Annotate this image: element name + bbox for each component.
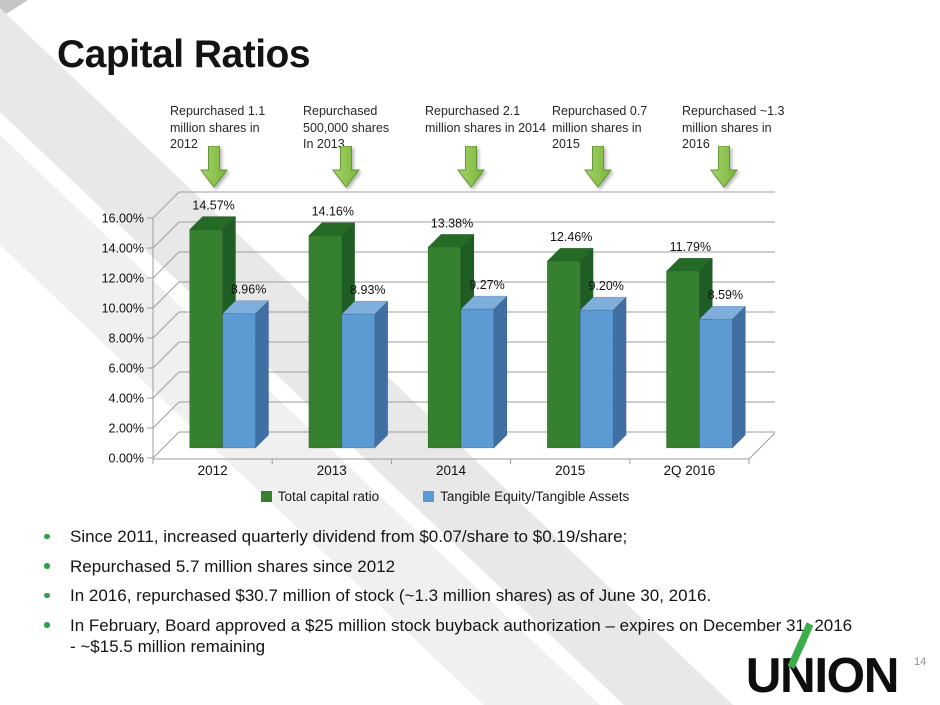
annotation-2016: Repurchased ~1.3 million shares in 2016 [682, 104, 785, 151]
gridline-depth [152, 341, 180, 369]
gridline-depth [152, 251, 180, 279]
x-axis-label: 2014 [436, 463, 467, 478]
legend-item-tangible-equity: Tangible Equity/Tangible Assets [423, 489, 629, 504]
down-arrow-icon [710, 146, 738, 188]
y-axis-label: 2.00% [109, 422, 144, 436]
data-label: 8.93% [350, 283, 385, 297]
bar-side [732, 305, 746, 449]
bar-side [255, 299, 269, 449]
page-number: 14 [914, 656, 927, 668]
bar-side [612, 296, 627, 449]
y-axis-label: 12.00% [102, 272, 144, 286]
bar-front [341, 313, 376, 449]
bullet-item: In February, Board approved a $25 millio… [40, 615, 925, 657]
data-label: 14.57% [192, 198, 234, 212]
y-axis-label: 14.00% [102, 242, 144, 256]
down-arrow-icon [332, 146, 360, 188]
bar-front [308, 235, 343, 449]
gridline-depth [152, 401, 180, 429]
floor-right-edge [748, 432, 776, 460]
bar-front [546, 260, 581, 449]
chart-legend: Total capital ratio Tangible Equity/Tang… [95, 489, 795, 504]
legend-label: Total capital ratio [277, 489, 380, 504]
x-axis-label: 2012 [198, 463, 228, 478]
bullet-icon [44, 622, 50, 628]
slide-title: Capital Ratios [57, 33, 311, 76]
chart-canvas: 0.00% 2.00% 4.00% 6.00% 8.00% 10.00% 12.00% 14.… [102, 191, 776, 478]
bullet-icon [44, 592, 50, 599]
bar-side [493, 295, 508, 449]
bar-front [222, 313, 256, 449]
down-arrow-icon [457, 146, 485, 188]
bar-front [666, 270, 700, 449]
x-axis-label: 2013 [317, 463, 347, 478]
bar-front [427, 247, 462, 449]
bar-front [460, 308, 495, 449]
y-axis-label: 0.00% [109, 452, 144, 466]
annotation-2012: Repurchased 1.1 million shares in 2012 [170, 104, 266, 151]
legend-swatch-blue [423, 491, 435, 502]
annotation-2015: Repurchased 0.7 million shares in 2015 [552, 104, 648, 151]
legend-label: Tangible Equity/Tangible Assets [440, 489, 630, 504]
annotation-2013: Repurchased 500,000 shares In 2013 [303, 104, 390, 151]
bullet-icon [44, 563, 50, 569]
bullet-list: Since 2011, increased quarterly dividend… [40, 526, 925, 665]
bar-front [699, 318, 733, 449]
capital-ratios-chart: 0.00% 2.00% 4.00% 6.00% 8.00% 10.00% 12.00% 14.… [95, 185, 795, 485]
bullet-item: Since 2011, increased quarterly dividend… [40, 526, 925, 547]
bullet-item: In 2016, repurchased $30.7 million of st… [40, 585, 925, 606]
bar-front [579, 309, 614, 449]
bar-front [189, 229, 223, 449]
union-logo: UNION [746, 622, 899, 696]
data-label: 8.96% [231, 283, 266, 297]
gridline-depth [152, 281, 180, 309]
gridline-depth [152, 191, 180, 219]
gridline-depth [152, 221, 180, 249]
corner-triangle [0, 0, 28, 18]
data-label: 14.16% [312, 205, 354, 219]
annotation-2014: Repurchased 2.1 million shares in 2014 [425, 104, 546, 135]
bullet-item: Repurchased 5.7 million shares since 201… [40, 556, 925, 577]
legend-swatch-green [260, 491, 272, 502]
gridline-depth [152, 311, 180, 339]
y-axis-label: 10.00% [102, 302, 144, 316]
gridline-depth [152, 371, 180, 399]
bar-side [374, 300, 389, 449]
x-axis-label: 2015 [555, 463, 585, 478]
y-axis-label: 8.00% [109, 332, 144, 346]
data-label: 11.79% [670, 240, 711, 254]
down-arrow-icon [584, 146, 612, 188]
data-label: 9.27% [469, 278, 504, 292]
bullet-icon [44, 533, 50, 539]
data-label: 12.46% [550, 230, 592, 244]
data-label: 13.38% [431, 216, 473, 230]
data-label: 8.59% [708, 288, 743, 302]
y-axis-label: 4.00% [109, 392, 144, 406]
legend-item-total-capital-ratio: Total capital ratio [260, 489, 380, 504]
down-arrow-icon [200, 146, 228, 188]
logo-leaf-icon [787, 622, 814, 669]
x-axis-label: 2Q 2016 [664, 463, 716, 478]
logo-wordmark: UNION [746, 648, 898, 696]
y-axis-label: 6.00% [109, 362, 144, 376]
y-axis-label: 16.00% [102, 212, 144, 226]
data-label: 9.20% [588, 279, 623, 293]
gridline-depth [152, 431, 180, 459]
